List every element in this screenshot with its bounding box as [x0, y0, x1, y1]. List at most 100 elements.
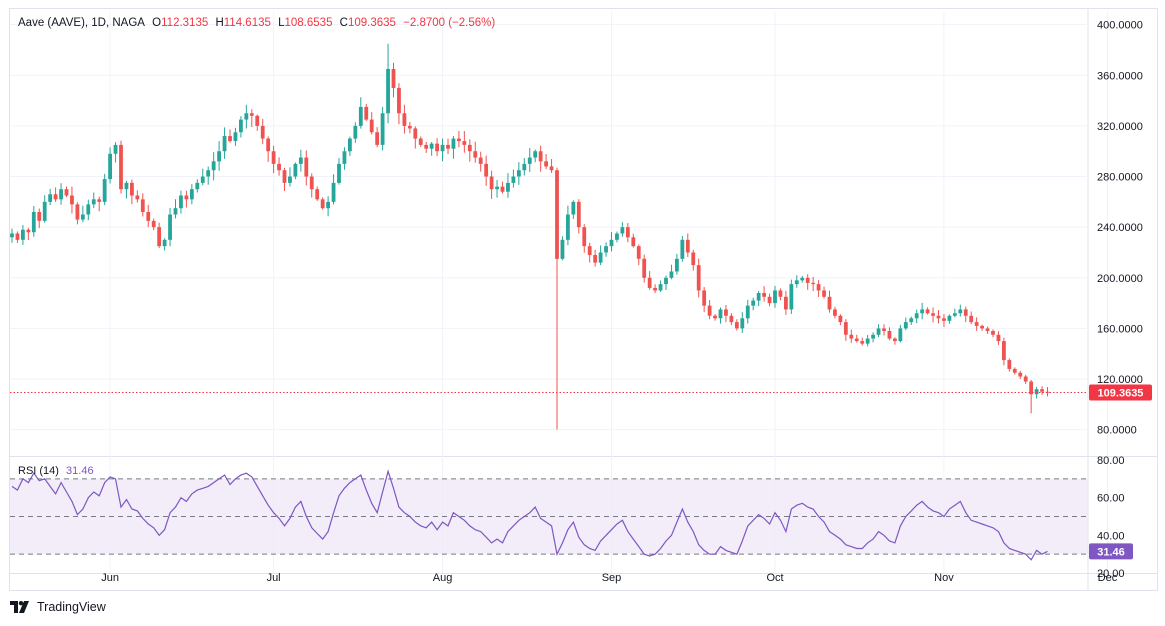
last-price-badge	[1089, 384, 1152, 401]
candle-body	[478, 157, 483, 164]
candle-body	[882, 328, 886, 331]
candle-body	[958, 309, 963, 314]
candle-body	[729, 315, 734, 323]
candle-body	[457, 138, 461, 142]
candle-body	[1023, 376, 1028, 382]
candle	[228, 129, 232, 143]
rsi-title[interactable]: RSI (14)	[18, 465, 59, 477]
candle	[538, 145, 543, 172]
candle	[636, 244, 641, 266]
candle	[467, 139, 472, 162]
candle-body	[805, 277, 810, 283]
candle-body	[838, 315, 843, 323]
candle	[48, 188, 53, 206]
candle	[151, 218, 156, 231]
time-axis[interactable]: JunJulAugSepOctNovDec2026Feb	[101, 572, 1165, 584]
candle	[309, 173, 314, 198]
candle	[293, 162, 298, 180]
candle-body	[467, 144, 472, 152]
close-value: 109.3635	[347, 17, 396, 29]
candle	[729, 313, 734, 326]
rsi-axis[interactable]: 80.00 60.00 40.00 20.00	[1097, 455, 1125, 580]
candle	[827, 290, 832, 313]
candle	[952, 308, 957, 318]
candle	[10, 228, 14, 243]
candle-body	[80, 214, 85, 220]
candle	[642, 254, 647, 283]
candle-body	[397, 87, 401, 114]
candle	[42, 195, 47, 223]
candle	[843, 319, 848, 341]
candle-body	[233, 132, 238, 142]
candle-body	[337, 163, 341, 183]
candle	[342, 147, 347, 170]
candle	[206, 166, 211, 185]
candle-body	[151, 220, 156, 228]
candle-body	[320, 199, 325, 209]
candle	[277, 157, 281, 176]
candle	[784, 290, 788, 315]
candle	[925, 307, 930, 315]
candle	[811, 276, 816, 292]
candle	[168, 207, 172, 247]
candle-body	[500, 186, 505, 192]
candle	[91, 192, 96, 208]
candle-body	[571, 201, 576, 215]
candle	[331, 174, 336, 205]
candle-body	[222, 136, 227, 152]
candle-body	[326, 201, 330, 209]
candle-body	[903, 322, 908, 329]
candle	[179, 190, 183, 214]
candle	[113, 142, 118, 163]
candle	[140, 193, 145, 217]
candle	[702, 287, 707, 313]
candle-body	[124, 182, 129, 190]
candle	[462, 131, 467, 153]
candle-body	[21, 229, 25, 240]
candle	[696, 258, 701, 298]
time-tick-label: Jun	[101, 572, 119, 584]
tradingview-branding[interactable]: TradingView	[10, 600, 106, 614]
candle	[337, 158, 341, 185]
candle	[625, 222, 630, 243]
candle	[794, 275, 799, 288]
candle-body	[642, 258, 647, 278]
candle-body	[146, 211, 151, 221]
candle	[130, 179, 134, 205]
candle	[805, 274, 810, 290]
candle	[516, 162, 521, 185]
candle-body	[947, 315, 952, 321]
candle	[108, 147, 112, 184]
candle	[304, 150, 309, 186]
candle-body	[358, 106, 363, 126]
candle-body	[980, 325, 984, 329]
candle-body	[451, 138, 456, 149]
candle	[615, 231, 619, 243]
candle-body	[931, 313, 935, 316]
candle-body	[102, 179, 107, 202]
symbol-title[interactable]: Aave (AAVE), 1D, NAGA	[18, 17, 145, 29]
price-axis[interactable]: 400.0000 360.0000 320.0000 280.0000 240.0000…	[1097, 20, 1143, 437]
candle-body	[64, 189, 69, 196]
candle-body	[587, 246, 592, 256]
candle	[124, 180, 129, 199]
rsi-tick-label: 20.00	[1097, 568, 1125, 580]
candle	[506, 173, 510, 198]
candle-body	[375, 132, 380, 145]
candle-body	[407, 125, 412, 129]
candle-body	[31, 211, 36, 233]
candle	[734, 319, 739, 331]
candle	[931, 307, 935, 323]
price-tick-label: 240.0000	[1097, 222, 1143, 234]
candle	[707, 300, 712, 320]
candle	[102, 173, 107, 206]
candle	[402, 104, 407, 134]
candle-body	[549, 166, 554, 171]
candle-body	[566, 214, 570, 240]
candle	[604, 242, 608, 257]
candle-body	[615, 233, 619, 240]
candle-body	[1040, 389, 1044, 392]
candle	[266, 136, 271, 162]
